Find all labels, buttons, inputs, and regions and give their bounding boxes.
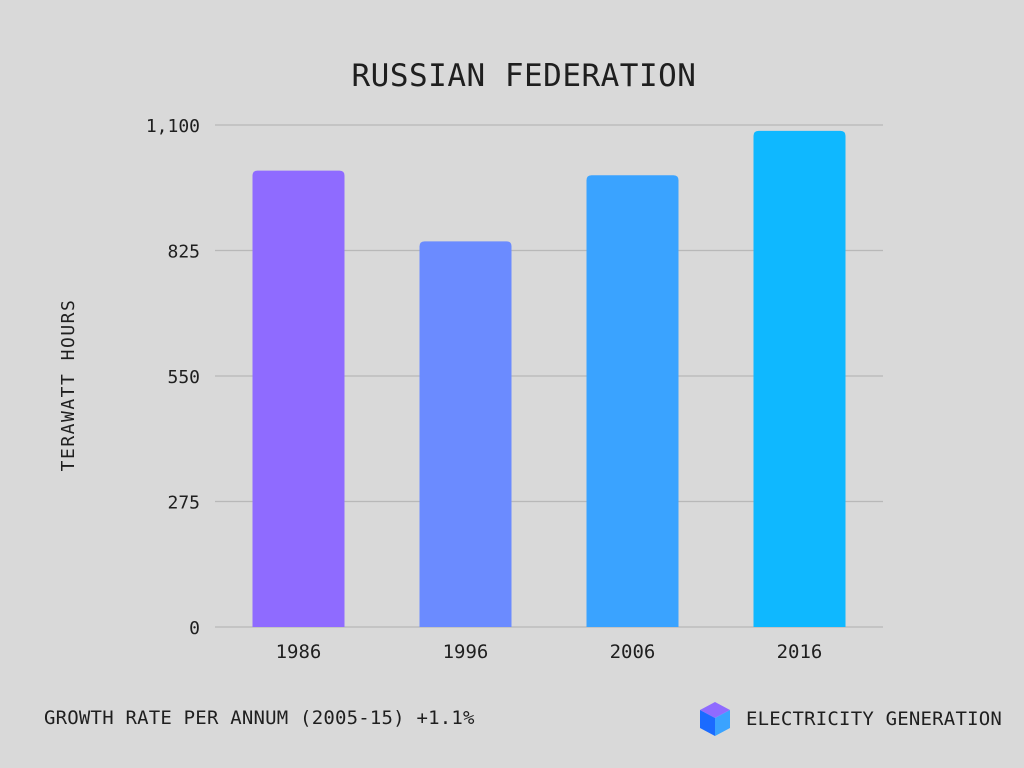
y-tick-label: 1,100	[146, 116, 200, 137]
cube-icon	[699, 702, 730, 736]
y-tick-label: 825	[167, 242, 200, 263]
y-tick-label: 0	[189, 618, 200, 639]
y-axis-label: TERAWATT HOURS	[58, 299, 79, 472]
bar-2016	[753, 130, 846, 627]
brand: ELECTRICITY GENERATION	[698, 700, 1002, 738]
growth-rate-text: GROWTH RATE PER ANNUM (2005-15) +1.1%	[44, 707, 475, 729]
chart-title: RUSSIAN FEDERATION	[352, 58, 697, 94]
x-tick-label: 1996	[443, 641, 489, 663]
bars	[252, 130, 846, 628]
brand-label: ELECTRICITY GENERATION	[745, 708, 1002, 730]
cube-right-face	[714, 710, 730, 736]
x-tick-label: 2016	[777, 641, 823, 663]
cube-left-face	[699, 710, 715, 736]
y-tick-label: 550	[167, 367, 200, 388]
y-ticks: 0 275 550 825 1,100	[146, 116, 200, 639]
bar-1996	[419, 241, 512, 627]
x-tick-label: 2006	[610, 641, 656, 663]
x-tick-label: 1986	[276, 641, 322, 663]
bar-1986	[252, 170, 345, 628]
y-tick-label: 275	[167, 493, 200, 514]
x-ticks: 1986 1996 2006 2016	[276, 641, 823, 663]
bar-2006	[586, 175, 679, 627]
